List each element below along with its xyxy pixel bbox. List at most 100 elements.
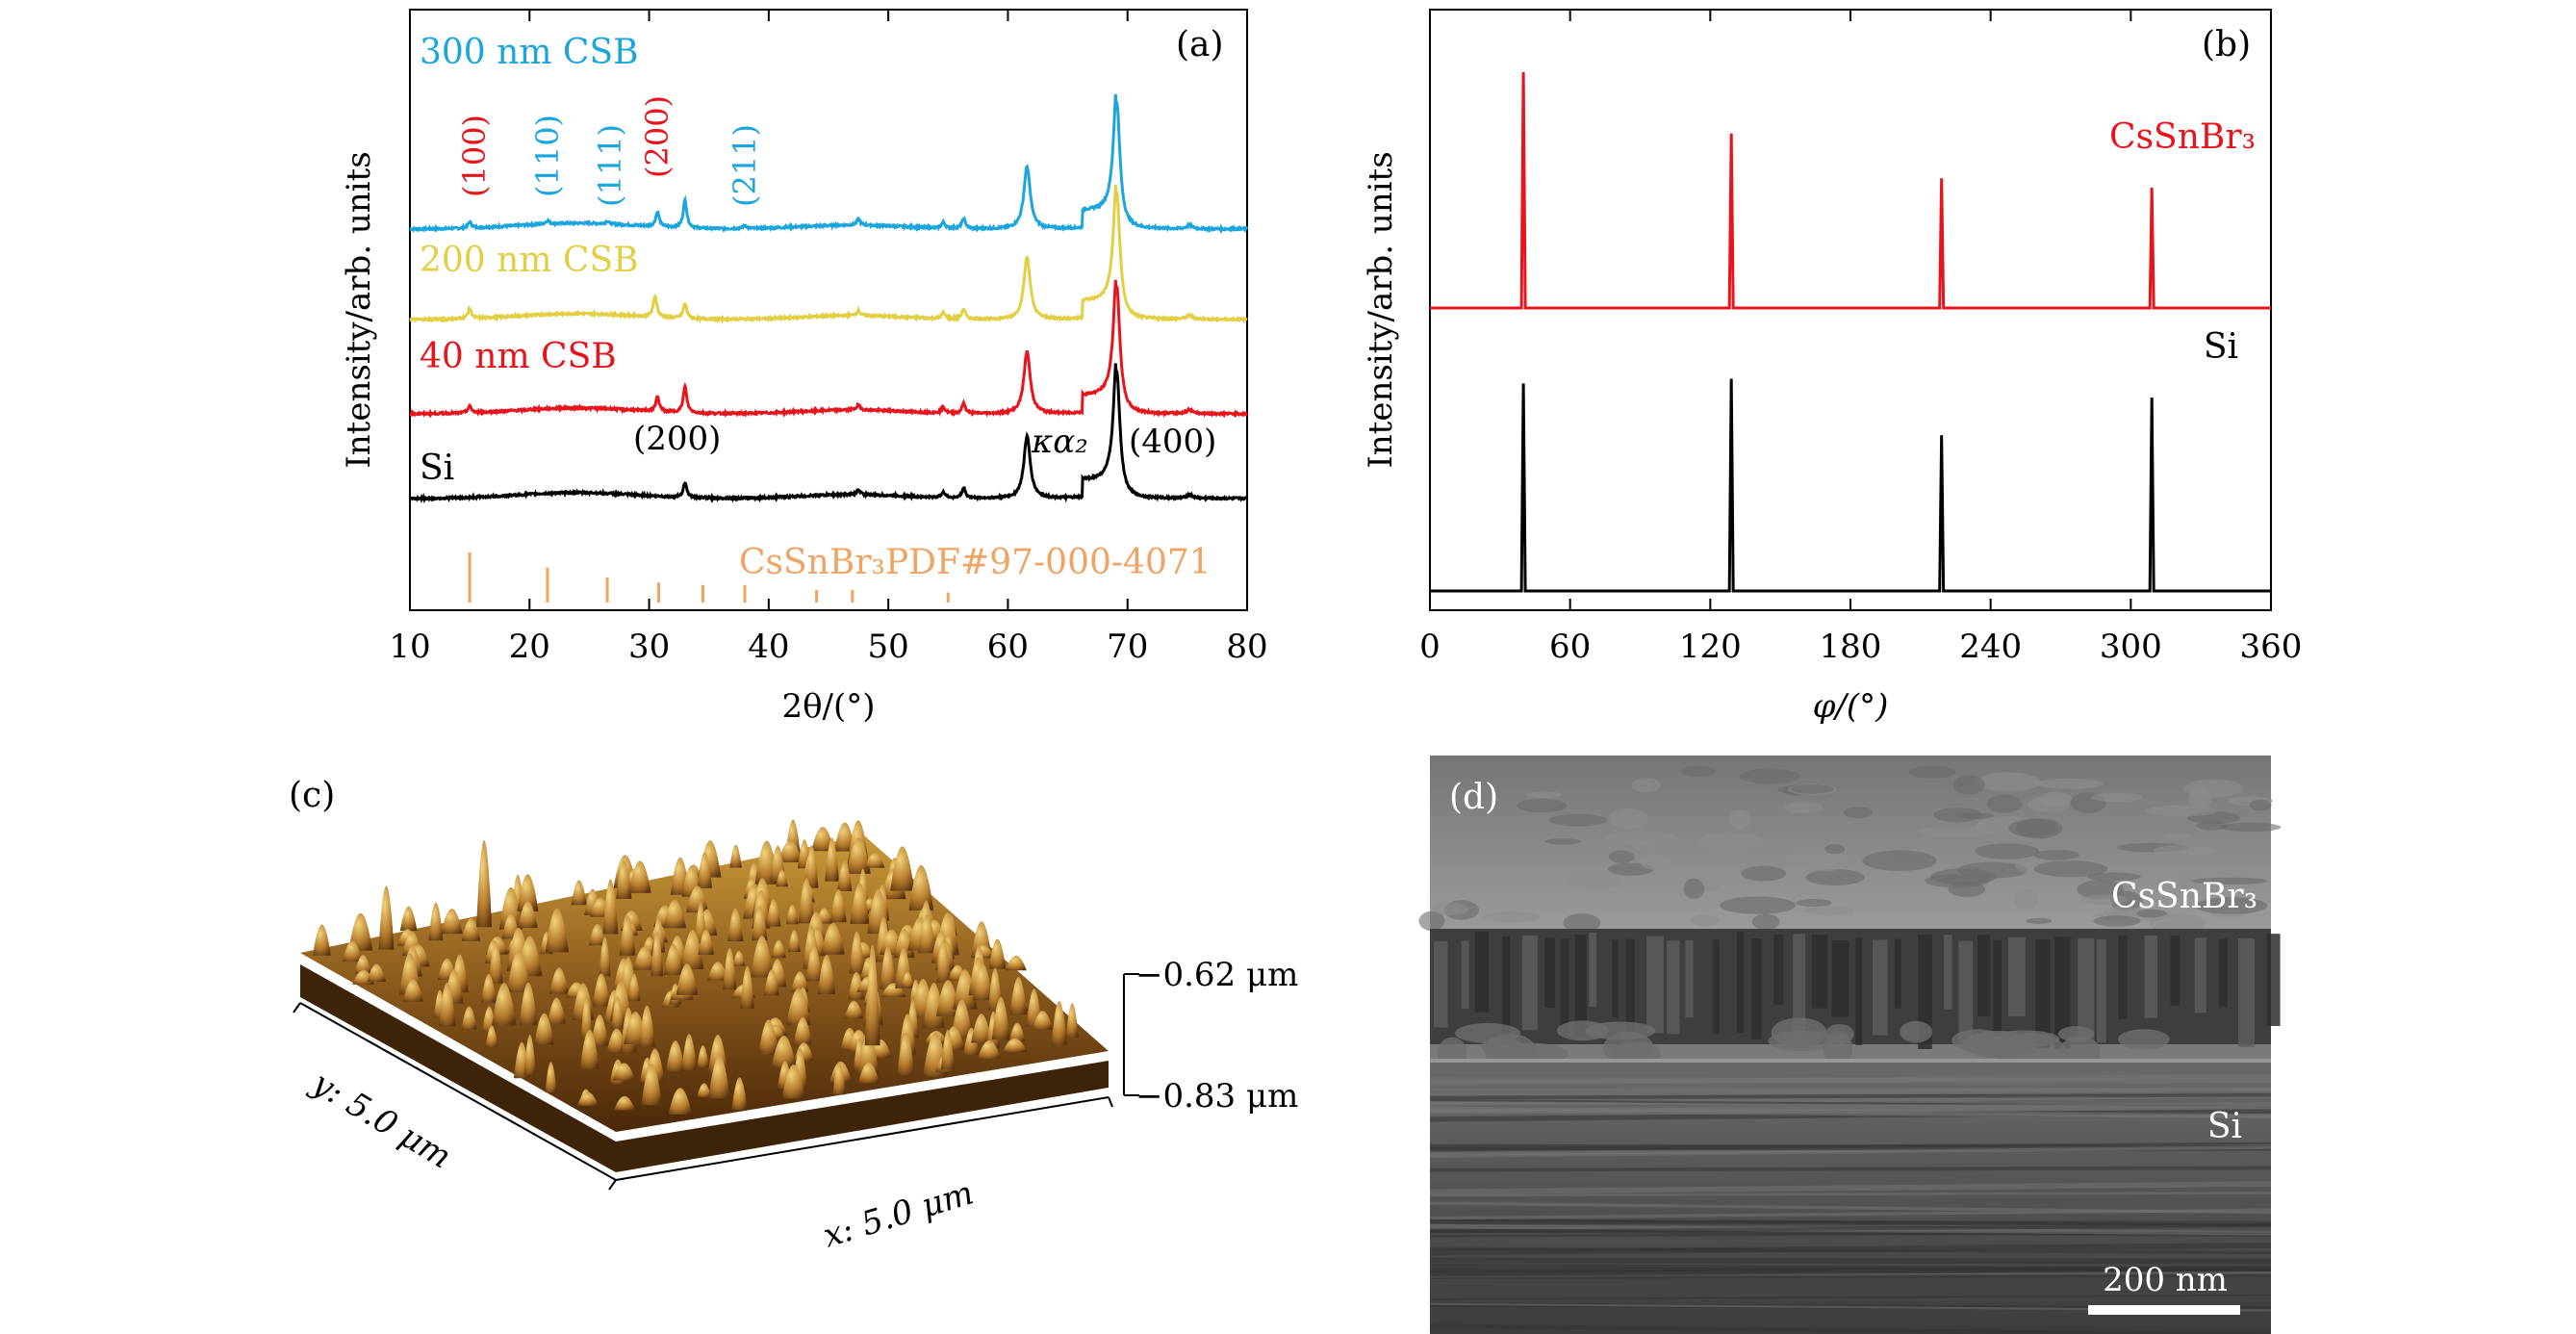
- phi-line-cssnbr3: [1430, 71, 2271, 310]
- afm-peak: [549, 967, 569, 994]
- sem-grain: [1689, 914, 1721, 927]
- afm-x-axis-line: [615, 1096, 1109, 1181]
- afm-peak: [766, 898, 781, 927]
- afm-peak: [849, 931, 865, 974]
- sem-column: [2144, 935, 2158, 1018]
- afm-y-axis-line: [299, 1002, 617, 1181]
- sem-grain: [1525, 791, 1563, 799]
- afm-peak: [729, 844, 742, 868]
- peak-label-100: (100): [456, 115, 493, 197]
- panel-d-sem: (d) CsSnBr₃ Si 200 nm: [1418, 756, 2282, 1334]
- sem-grain: [1433, 902, 1469, 916]
- sem-grain: [1517, 798, 1568, 813]
- sem-label-si: Si: [2207, 1107, 2242, 1146]
- afm-peak: [936, 939, 951, 983]
- x-tick-label: 300: [2100, 628, 2162, 666]
- x-tick-label: 40: [748, 628, 789, 666]
- afm-peak: [663, 899, 687, 929]
- sem-grain: [2178, 873, 2204, 891]
- afm-peak: [832, 1063, 846, 1095]
- sem-column: [1434, 940, 1448, 1028]
- sem-grain: [1728, 808, 1751, 830]
- x-tick-label: 180: [1820, 628, 1882, 666]
- sem-grain: [1986, 794, 2023, 813]
- sem-column: [1918, 934, 1932, 1049]
- sem-streak: [1429, 1273, 2272, 1279]
- afm-peak: [1002, 1038, 1028, 1053]
- afm-peak: [880, 945, 896, 989]
- sem-column: [1958, 940, 1974, 1042]
- afm-base-front: [300, 964, 1109, 1172]
- sem-columns: [1434, 932, 2281, 1069]
- k-alpha2-label: κα₂: [1031, 423, 1088, 461]
- afm-peak: [973, 963, 993, 1001]
- sem-grain: [2145, 805, 2218, 817]
- panel-a-frame: [409, 9, 1248, 611]
- afm-peak: [977, 1040, 1002, 1060]
- peak-label-111: (111): [592, 124, 628, 207]
- sem-blob: [2117, 1029, 2170, 1050]
- x-tick-label: 70: [1107, 628, 1148, 666]
- panel-a-xrd: 10 20 30 40 50 60 70 80 (a) Intensity/arb. unit…: [340, 9, 1268, 726]
- afm-y-tick-end: [608, 1179, 617, 1191]
- scale-bar: [2088, 1305, 2240, 1315]
- afm-peak: [771, 1035, 797, 1068]
- afm-peak: [864, 853, 885, 868]
- afm-spike: [378, 885, 395, 950]
- afm-peak: [732, 950, 746, 966]
- sem-grain: [1741, 865, 1786, 882]
- afm-peak: [776, 869, 788, 887]
- afm-peak: [650, 932, 664, 977]
- panel-b-x-ticks: 0 60 120 180 240 300 360: [1419, 10, 2302, 666]
- afm-peak: [591, 1014, 609, 1046]
- panel-b-xlabel: φ/(°): [1813, 687, 1889, 726]
- afm-peak: [488, 940, 503, 984]
- afm-peak: [517, 874, 539, 911]
- sem-column: [1713, 939, 1720, 1035]
- panel-b-ylabel: Intensity/arb. units: [1362, 151, 1400, 468]
- afm-y-tick-start: [293, 1002, 301, 1013]
- afm-peak: [848, 971, 865, 1000]
- afm-peak: [811, 827, 834, 852]
- afm-y-axis-label: y: 5.0 μm: [304, 1063, 458, 1176]
- sem-grain: [2220, 822, 2282, 833]
- afm-peak: [991, 996, 1010, 1040]
- x-tick-label: 60: [1549, 628, 1591, 666]
- afm-peak: [836, 860, 853, 891]
- afm-peak: [461, 918, 481, 941]
- peak-label-200: (200): [639, 95, 676, 178]
- sem-grain: [1544, 838, 1582, 845]
- panel-b-frame: [1429, 9, 2272, 611]
- afm-peak: [723, 947, 737, 990]
- afm-peak: [805, 945, 823, 982]
- sem-streak: [1429, 1265, 2272, 1276]
- afm-peak: [1009, 976, 1028, 1015]
- sem-grain: [2091, 792, 2143, 803]
- afm-peak: [492, 983, 517, 1026]
- sem-column: [1894, 938, 1902, 1009]
- afm-peak: [523, 1035, 537, 1075]
- sem-grain: [2035, 778, 2104, 789]
- afm-peak: [664, 943, 683, 975]
- afm-peak: [987, 967, 1003, 1011]
- sem-column: [2035, 938, 2051, 1048]
- sem-grain: [2249, 799, 2272, 811]
- afm-peak: [614, 1095, 636, 1111]
- afm-peak: [897, 1032, 915, 1075]
- sem-streak: [1429, 1257, 2272, 1265]
- afm-peak: [708, 1055, 730, 1099]
- afm-peak: [752, 906, 768, 941]
- sem-column: [1646, 936, 1664, 1034]
- x-tick-label: 60: [987, 628, 1029, 666]
- sem-column: [2194, 937, 2206, 1013]
- sem-column: [1855, 937, 1863, 1045]
- sem-streak: [1429, 1243, 2272, 1256]
- sem-grain: [2154, 844, 2218, 857]
- afm-peak: [681, 930, 704, 969]
- sem-column: [1560, 938, 1569, 1038]
- afm-peak: [793, 1016, 812, 1045]
- sem-column: [1667, 940, 1680, 1035]
- afm-spike: [602, 879, 619, 935]
- x-tick-label: 360: [2240, 628, 2303, 666]
